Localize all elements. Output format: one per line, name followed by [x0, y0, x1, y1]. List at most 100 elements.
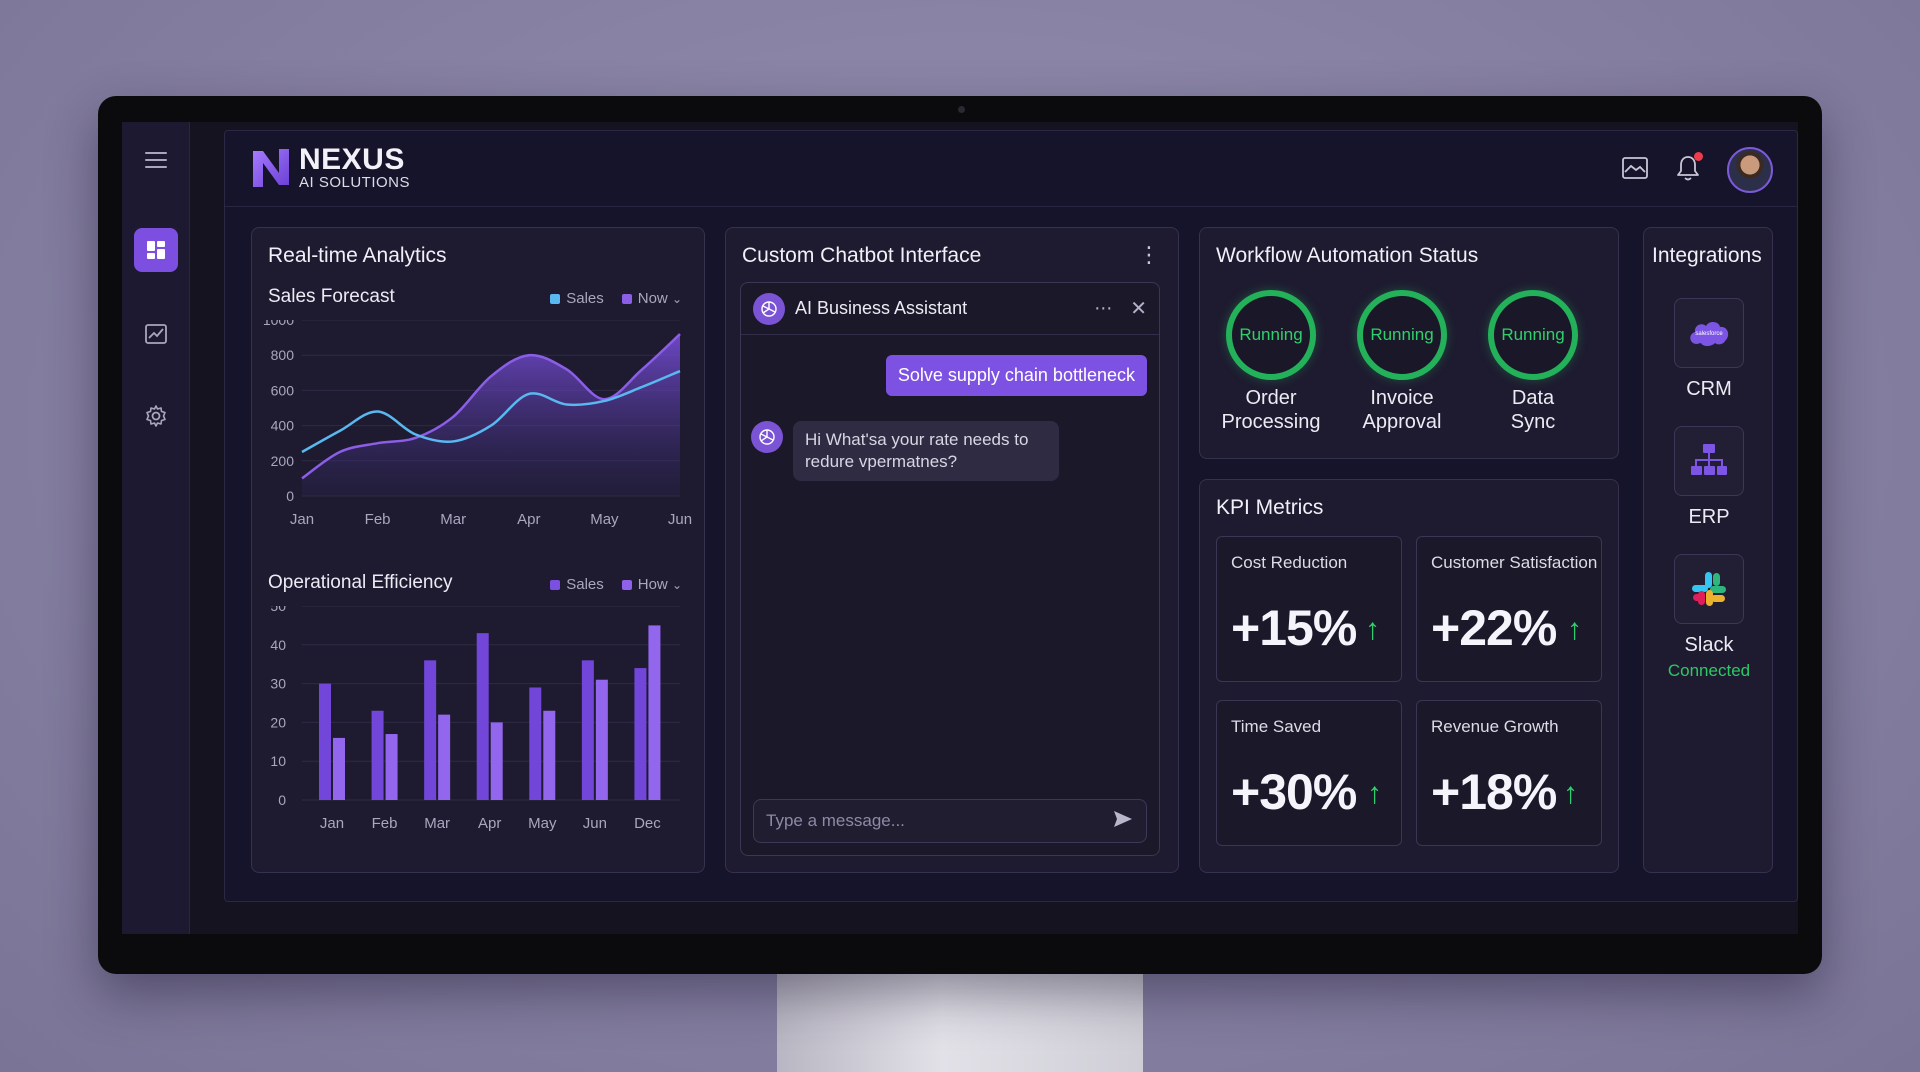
series-line-now	[301, 333, 681, 480]
legend-item-now[interactable]: Now ⌄	[621, 290, 682, 307]
x-tick-label: Apr	[517, 511, 540, 528]
workflow-label: Approval	[1362, 411, 1442, 433]
chat-window: AI Business Assistant ⋯ ✕ Solve supply c…	[740, 282, 1160, 856]
kpi-card-customer-satisfaction[interactable]: Customer Satisfaction +22% ↑	[1416, 536, 1602, 682]
operational-efficiency-chart: 0 10 20 30 40 50 Jan Feb Mar Apr May Jun Dec	[270, 606, 680, 832]
brand-name: NEXUS	[299, 143, 405, 176]
trend-up-icon: ↑	[1567, 613, 1582, 646]
legend-item-how[interactable]: How ⌄	[621, 576, 682, 593]
send-icon[interactable]	[1112, 809, 1134, 834]
user-message-bubble: Solve supply chain bottleneck	[885, 355, 1147, 396]
close-icon[interactable]: ✕	[1130, 298, 1147, 320]
kpi-value: +15%	[1231, 600, 1357, 656]
dashboard-app: NEXUS AI SOLUTIONS Real-time Analytics S…	[224, 130, 1798, 902]
y-tick-label: 20	[270, 714, 286, 730]
y-tick-label: 0	[286, 488, 294, 504]
kpi-card-cost-reduction[interactable]: Cost Reduction +15% ↑	[1216, 536, 1402, 682]
integration-label: Slack	[1684, 634, 1734, 656]
y-tick-label: 800	[271, 347, 295, 363]
bell-icon[interactable]	[1675, 151, 1703, 187]
kpi-value: +18%	[1431, 764, 1557, 820]
webcam	[958, 106, 965, 113]
status-ring: Running	[1488, 290, 1578, 380]
more-vertical-icon[interactable]: ⋮	[1138, 242, 1160, 267]
workflow-order-processing[interactable]: Running Order Processing	[1206, 290, 1336, 434]
integrations-panel: Integrations salesforce CRM ERP	[1643, 227, 1773, 873]
y-tick-label: 1000	[263, 320, 294, 328]
series-line-sales	[301, 369, 681, 454]
integration-label: ERP	[1688, 506, 1730, 528]
series-area-now	[302, 334, 680, 496]
brand-subtitle: AI SOLUTIONS	[299, 174, 411, 191]
hamburger-menu-icon[interactable]	[134, 138, 178, 182]
assistant-name: AI Business Assistant	[795, 298, 968, 318]
bar-how	[490, 722, 503, 800]
workflow-label: Order	[1245, 387, 1297, 409]
bar-how	[385, 734, 398, 800]
workflow-data-sync[interactable]: Running Data Sync	[1468, 290, 1598, 434]
top-bar: NEXUS AI SOLUTIONS	[225, 131, 1797, 207]
bar-how	[543, 710, 556, 800]
x-tick-label: Feb	[372, 815, 398, 832]
kpi-label: Customer Satisfaction	[1431, 553, 1598, 572]
y-tick-label: 40	[270, 637, 286, 653]
x-tick-label: May	[528, 815, 557, 832]
bot-message-bubble: Hi What'sa your rate needs to redure vpe…	[793, 421, 1059, 481]
message-input[interactable]: Type a message...	[753, 799, 1147, 843]
integration-status: Connected	[1667, 661, 1751, 680]
workflow-label: Data	[1511, 387, 1555, 409]
x-tick-label: Mar	[440, 511, 466, 528]
bar-sales	[319, 683, 331, 800]
assistant-avatar-icon	[751, 421, 783, 453]
analytics-title: Real-time Analytics	[268, 244, 447, 267]
svg-text:salesforce: salesforce	[1695, 331, 1723, 337]
kpi-card-time-saved[interactable]: Time Saved +30% ↑	[1216, 700, 1402, 846]
notification-dot	[1694, 151, 1703, 161]
workflow-label: Processing	[1221, 411, 1321, 433]
kpi-card-revenue-growth[interactable]: Revenue Growth +18% ↑	[1416, 700, 1602, 846]
bar-sales	[476, 633, 489, 800]
user-avatar[interactable]	[1727, 147, 1773, 193]
kpi-panel: KPI Metrics Cost Reduction +15% ↑ Custom…	[1199, 479, 1619, 873]
analytics-panel: Real-time Analytics Sales Forecast Sales…	[251, 227, 705, 873]
more-horizontal-icon[interactable]: ⋯	[1094, 298, 1113, 318]
settings-gear-icon[interactable]	[134, 394, 178, 438]
message-placeholder: Type a message...	[766, 811, 905, 830]
integration-slack[interactable]: Slack Connected	[1644, 554, 1774, 681]
y-tick-label: 10	[270, 753, 286, 769]
legend-item-sales[interactable]: Sales	[550, 290, 604, 307]
kpi-label: Cost Reduction	[1231, 553, 1348, 572]
x-tick-label: Jun	[668, 511, 692, 528]
dashboard-grid-icon[interactable]	[134, 228, 178, 272]
integration-crm[interactable]: salesforce CRM	[1644, 298, 1774, 401]
legend-item-sales-bar[interactable]: Sales	[550, 576, 604, 593]
x-tick-label: Feb	[365, 511, 391, 528]
screen: NEXUS AI SOLUTIONS Real-time Analytics S…	[122, 122, 1798, 934]
integration-label: CRM	[1686, 378, 1732, 400]
analytics-chart-icon[interactable]	[134, 312, 178, 356]
trend-up-icon: ↑	[1563, 777, 1578, 810]
inbox-image-icon[interactable]	[1621, 156, 1649, 185]
kpi-value: +22%	[1431, 600, 1557, 656]
kpi-label: Time Saved	[1231, 717, 1322, 736]
bar-how	[648, 625, 661, 800]
status-ring: Running	[1226, 290, 1316, 380]
y-tick-label: 600	[271, 382, 295, 398]
bar-how	[438, 714, 451, 800]
x-tick-label: Jun	[583, 815, 607, 832]
bar-sales	[371, 710, 384, 800]
workflow-title: Workflow Automation Status	[1216, 244, 1479, 267]
brand-logo[interactable]: NEXUS AI SOLUTIONS	[249, 145, 410, 191]
operational-efficiency-title: Operational Efficiency	[268, 572, 453, 593]
nexus-logo-icon	[253, 149, 289, 187]
assistant-logo-icon	[753, 292, 785, 325]
workflow-invoice-approval[interactable]: Running Invoice Approval	[1337, 290, 1467, 434]
y-tick-label: 0	[278, 792, 286, 808]
workflow-panel: Workflow Automation Status Running Order…	[1199, 227, 1619, 459]
x-tick-label: Dec	[634, 815, 661, 832]
workflow-label: Invoice	[1370, 387, 1434, 409]
integration-erp[interactable]: ERP	[1644, 426, 1774, 529]
x-tick-label: Jan	[290, 511, 314, 528]
slack-logo-icon	[1674, 554, 1744, 624]
trend-up-icon: ↑	[1367, 777, 1382, 810]
